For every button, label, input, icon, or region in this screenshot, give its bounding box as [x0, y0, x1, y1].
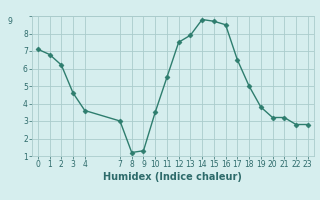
X-axis label: Humidex (Indice chaleur): Humidex (Indice chaleur)	[103, 172, 242, 182]
Text: 9: 9	[7, 17, 12, 26]
